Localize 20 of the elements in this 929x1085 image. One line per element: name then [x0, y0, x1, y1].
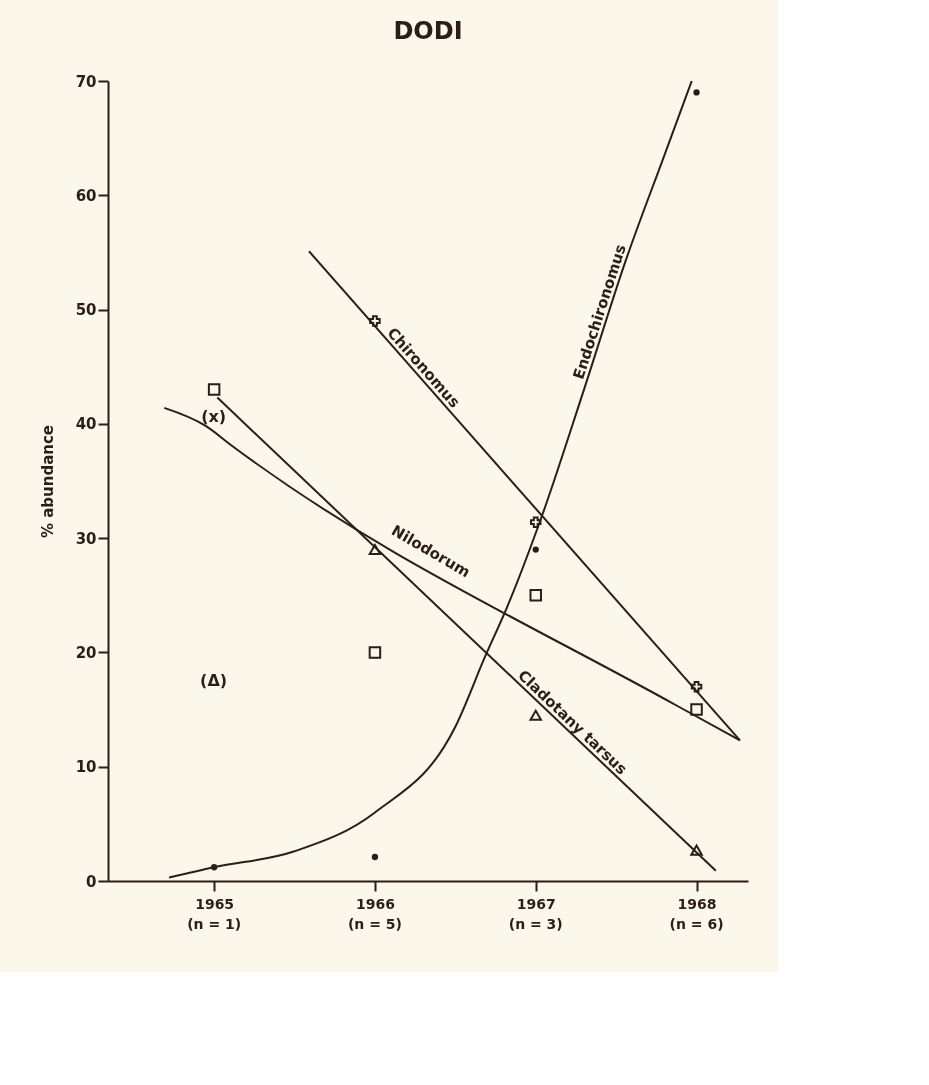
x-tick-label: 1966	[355, 895, 395, 912]
y-tick-label: 40	[75, 415, 97, 434]
y-tick-label: 20	[75, 643, 97, 662]
y-tick-label: 70	[75, 72, 97, 91]
annotation: (Δ)	[200, 671, 228, 690]
y-tick-label: 30	[75, 529, 97, 548]
y-axis-title: % abundance	[38, 424, 57, 539]
y-tick-label: 0	[86, 872, 97, 891]
text: (n = 6)	[669, 916, 724, 932]
annotation: (x)	[201, 407, 227, 426]
text: (n = 3)	[508, 916, 563, 932]
y-tick-label: 60	[75, 186, 97, 205]
x-tick-label: 1968	[677, 895, 717, 912]
text: (n = 5)	[347, 916, 402, 932]
text: (n = 1)	[187, 916, 242, 932]
y-tick-label: 10	[75, 758, 97, 777]
x-tick-label: 1965	[195, 895, 235, 912]
x-tick-label: 1967	[516, 895, 556, 912]
y-tick-label: 50	[75, 301, 97, 320]
chart-title: DODI	[393, 17, 463, 45]
